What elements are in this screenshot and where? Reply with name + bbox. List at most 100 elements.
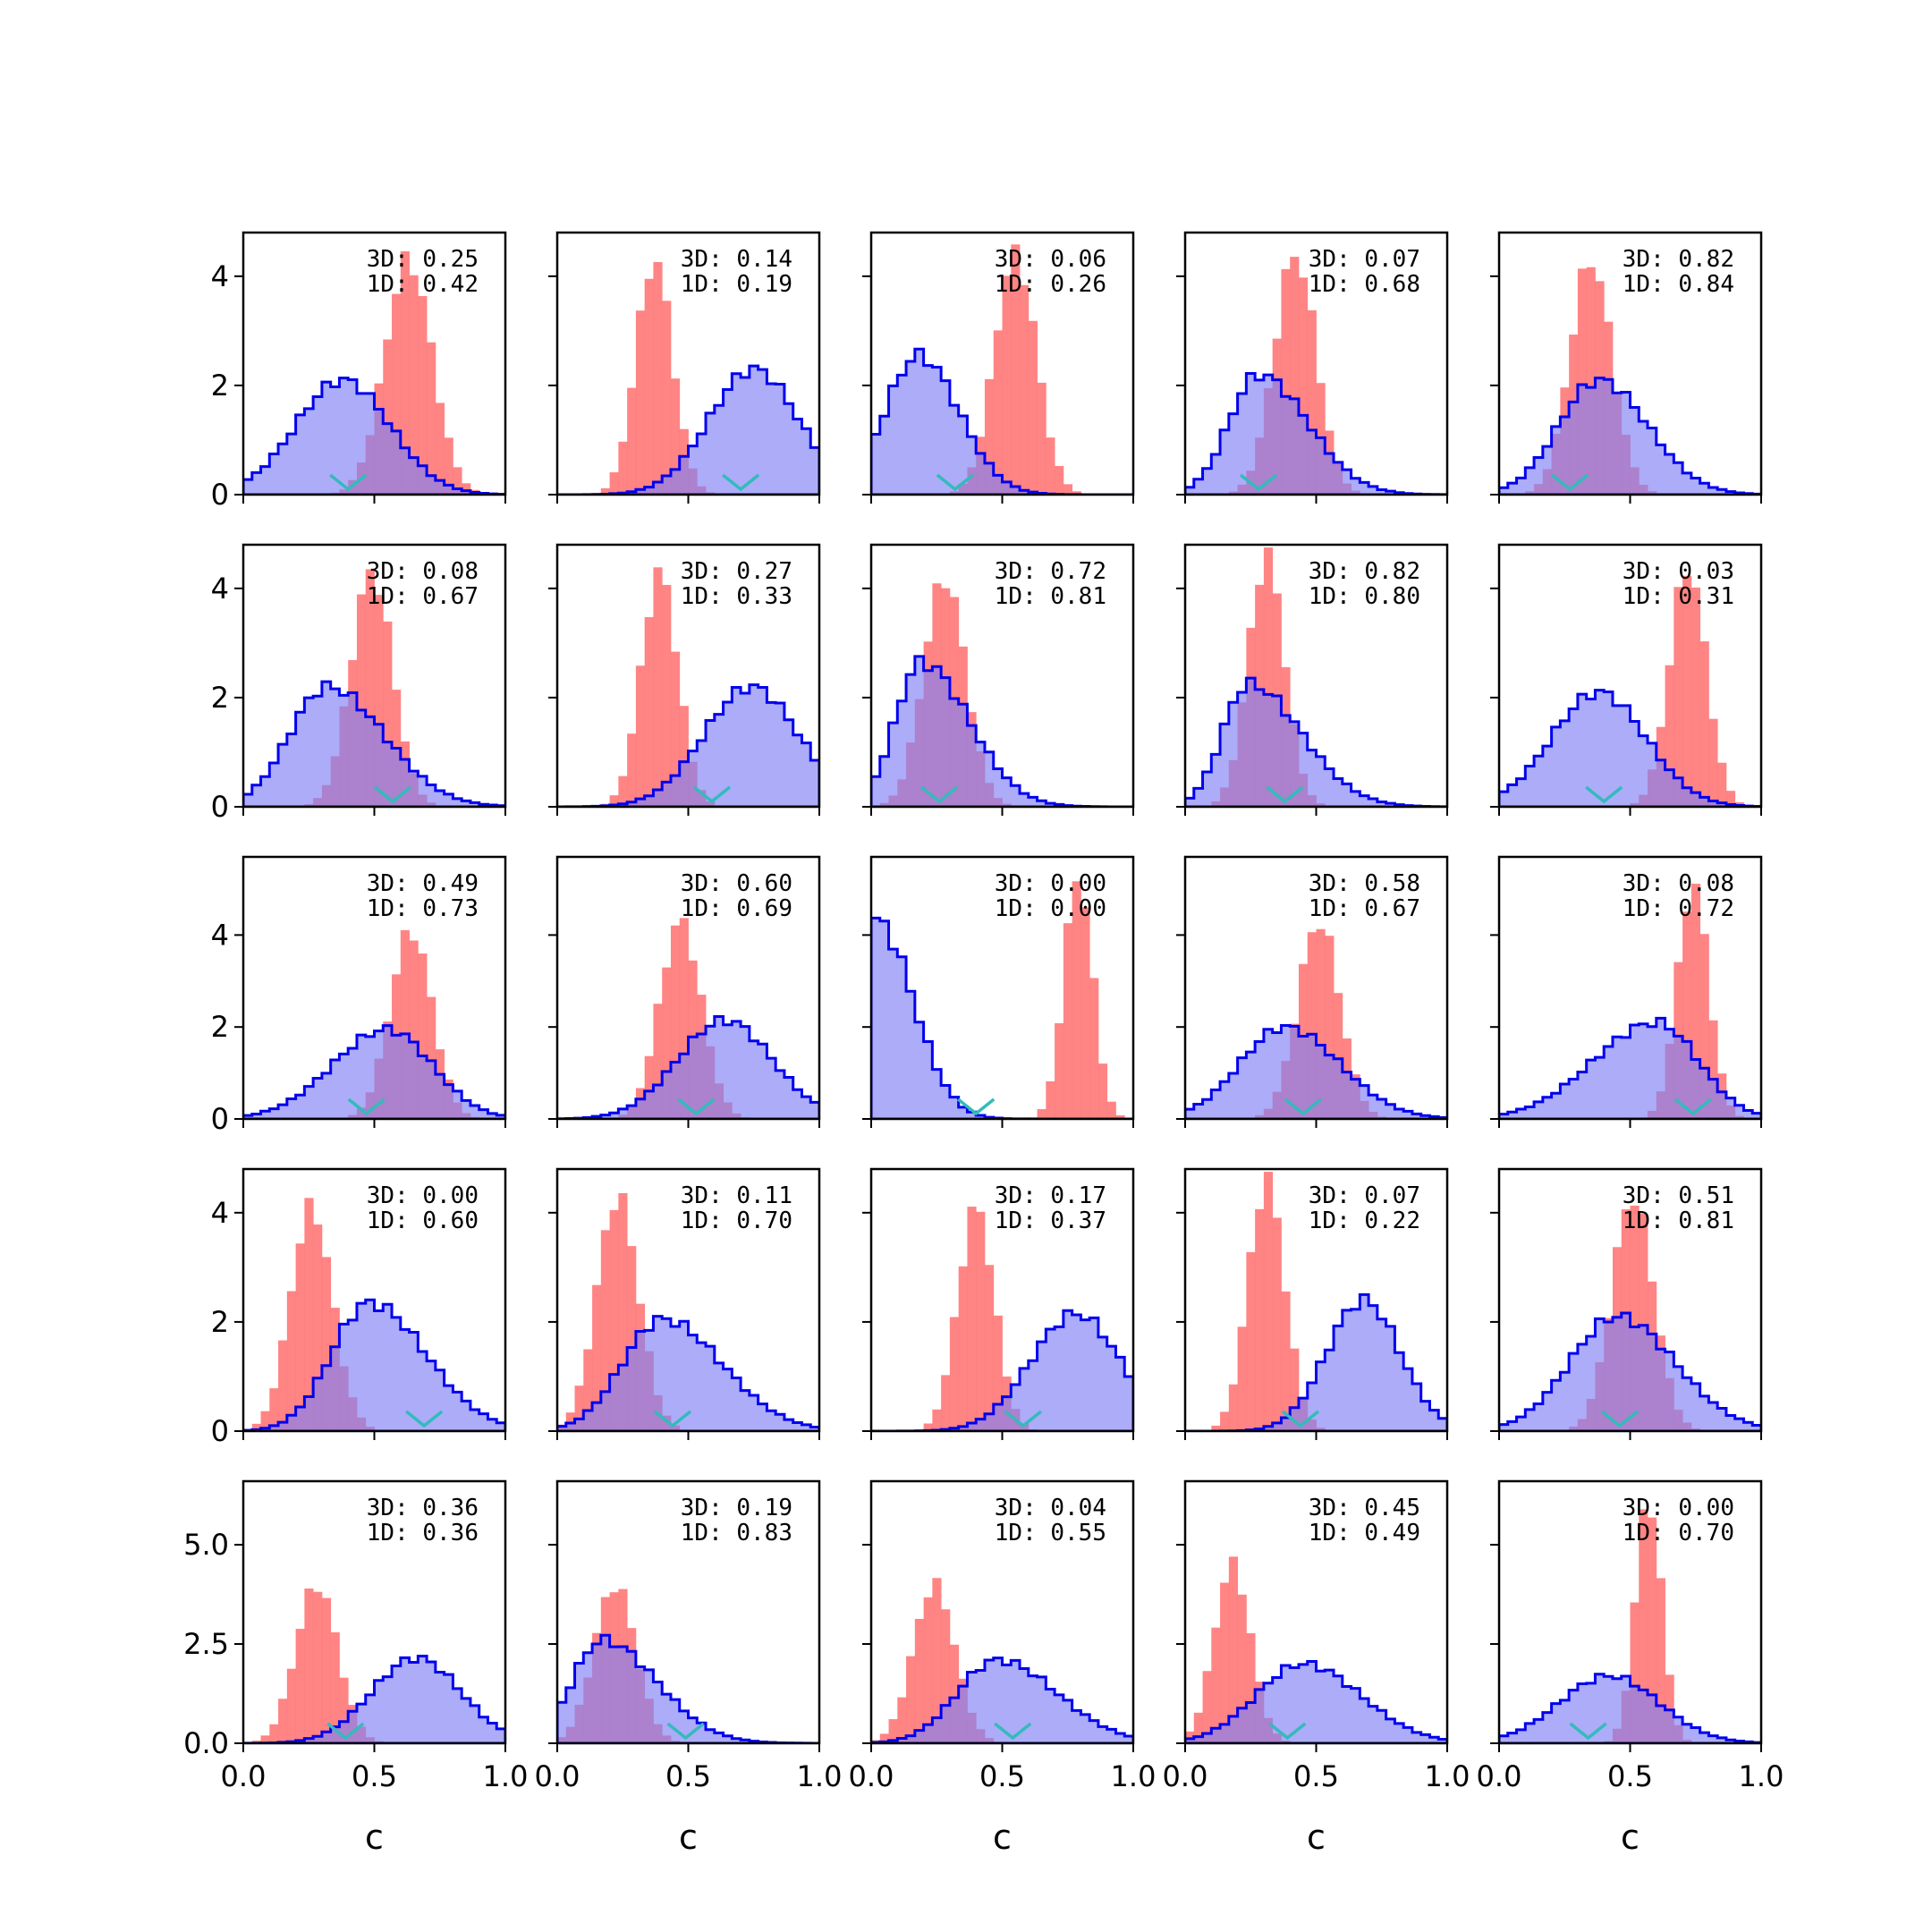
red-hist-bar — [949, 1644, 960, 1743]
red-hist-bar — [418, 296, 428, 495]
blue-hist-fill — [1185, 1661, 1447, 1743]
red-hist-bar — [923, 1423, 933, 1431]
true-value-marker — [1569, 1722, 1607, 1741]
y-tick-label: 2 — [211, 681, 229, 715]
red-hist-bar — [339, 1677, 349, 1743]
red-hist-bar — [383, 339, 393, 495]
blue-hist-step — [1499, 1311, 1761, 1431]
annotation-3d: 3D: 0.45 — [1309, 1495, 1420, 1521]
red-hist-bar — [365, 569, 375, 807]
annotation-1d: 1D: 0.00 — [995, 895, 1106, 922]
annotation-1d: 1D: 0.31 — [1623, 583, 1734, 610]
annotation-1d: 1D: 0.67 — [367, 583, 479, 610]
x-axis-title: c — [365, 1818, 384, 1857]
x-tick-label: 0.0 — [1477, 1759, 1522, 1793]
true-value-marker — [1004, 1410, 1043, 1428]
annotation-3d: 3D: 0.82 — [1623, 246, 1734, 273]
annotation-3d: 3D: 0.00 — [367, 1182, 479, 1209]
annotation-1d: 1D: 0.26 — [995, 271, 1106, 298]
panel-plot-area — [1499, 267, 1761, 495]
red-hist-bar — [356, 594, 367, 807]
x-axis-title: c — [993, 1818, 1012, 1857]
y-tick-label: 4 — [211, 918, 229, 952]
panel-plot-area — [1185, 547, 1447, 807]
red-hist-bar — [627, 1246, 637, 1431]
y-tick-label: 0 — [211, 478, 229, 512]
red-hist-bar — [662, 301, 672, 495]
red-hist-bar — [1220, 1582, 1230, 1743]
red-hist-bar — [1106, 1101, 1116, 1119]
red-hist-bar — [444, 437, 453, 495]
panel-plot-area — [871, 881, 1133, 1119]
panel-plot-area — [1185, 928, 1447, 1119]
red-hist-bar — [993, 330, 1003, 495]
red-hist-bar — [583, 1349, 593, 1431]
red-hist-bar — [1725, 791, 1736, 807]
red-hist-bar — [1674, 587, 1683, 807]
red-hist-bar — [1237, 1594, 1247, 1743]
red-hist-bar — [1055, 465, 1064, 495]
y-tick-label: 0 — [211, 1414, 229, 1448]
red-hist-bar — [1648, 1517, 1657, 1743]
red-hist-bar — [609, 472, 619, 495]
x-tick-label: 1.0 — [483, 1759, 529, 1793]
annotation-1d: 1D: 0.73 — [367, 895, 479, 922]
red-hist-bar — [670, 651, 681, 807]
red-hist-bar — [1682, 575, 1692, 807]
blue-hist-fill — [1499, 1312, 1761, 1431]
annotation-1d: 1D: 0.36 — [367, 1520, 479, 1546]
red-hist-bar — [1089, 978, 1099, 1119]
blue-hist-step — [243, 1655, 505, 1743]
y-tick-label: 2 — [211, 369, 229, 402]
panel-plot-area — [871, 244, 1133, 495]
annotation-1d: 1D: 0.67 — [1309, 895, 1420, 922]
red-hist-bar — [600, 487, 610, 495]
annotation-1d: 1D: 0.22 — [1309, 1208, 1420, 1234]
red-hist-bar — [679, 918, 689, 1119]
red-hist-bar — [914, 1618, 924, 1743]
red-hist-bar — [1586, 267, 1596, 495]
blue-hist-fill — [243, 682, 505, 807]
annotation-1d: 1D: 0.70 — [681, 1208, 792, 1234]
panel-plot-area — [557, 1192, 819, 1431]
red-hist-bar — [1002, 275, 1012, 495]
blue-hist-fill — [1499, 1018, 1761, 1119]
panel-plot-area — [1499, 1205, 1761, 1431]
red-hist-bar — [1281, 1291, 1291, 1431]
red-hist-bar — [993, 1315, 1003, 1431]
red-hist-bar — [295, 1629, 305, 1743]
red-hist-bar — [1290, 1348, 1300, 1431]
red-hist-bar — [1011, 244, 1021, 495]
x-tick-label: 0.0 — [535, 1759, 580, 1793]
red-hist-bar — [670, 378, 681, 495]
blue-hist-fill — [1185, 678, 1447, 807]
red-hist-bar — [1708, 718, 1718, 807]
annotation-1d: 1D: 0.49 — [1309, 1520, 1420, 1546]
blue-hist-fill — [871, 918, 1133, 1119]
red-hist-bar — [644, 278, 654, 495]
panel-plot-area — [871, 1207, 1133, 1431]
x-tick-label: 0.5 — [352, 1759, 397, 1793]
red-hist-bar — [1290, 257, 1300, 495]
x-tick-label: 0.5 — [979, 1759, 1025, 1793]
red-hist-bar — [278, 1340, 288, 1431]
red-hist-bar — [1063, 484, 1073, 495]
red-hist-bar — [574, 1385, 584, 1431]
panel-plot-area — [1185, 1172, 1447, 1431]
blue-hist-fill — [557, 1316, 819, 1431]
annotation-3d: 3D: 0.58 — [1309, 870, 1420, 897]
annotation-3d: 3D: 0.07 — [1309, 246, 1420, 273]
annotation-1d: 1D: 0.69 — [681, 895, 792, 922]
true-value-marker — [1266, 785, 1304, 804]
red-hist-bar — [321, 1597, 332, 1743]
blue-hist-step — [871, 1657, 1133, 1743]
red-hist-bar — [1037, 382, 1046, 495]
red-hist-bar — [1072, 881, 1081, 1119]
red-hist-bar — [879, 1733, 889, 1743]
red-hist-bar — [932, 1409, 942, 1431]
